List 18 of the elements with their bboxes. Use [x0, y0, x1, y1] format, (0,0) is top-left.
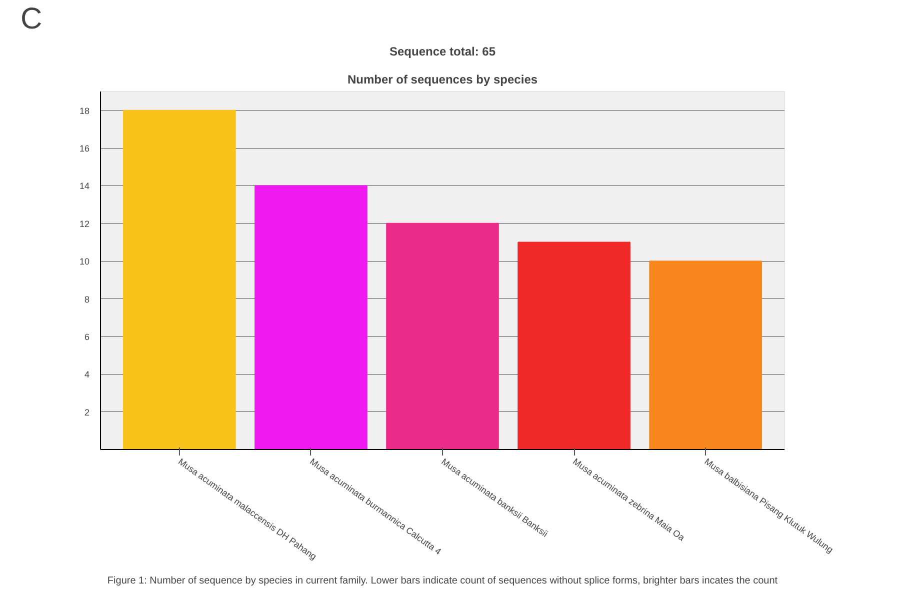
y-tick-label: 12	[79, 218, 90, 229]
bar	[518, 242, 630, 450]
y-tick-label: 6	[84, 332, 90, 342]
chart-subtitle: Sequence total: 65	[389, 44, 496, 58]
caption: Figure 1: Number of sequence by species in current family. Lower bars indicate count of sequences without splice forms, brighter bars incates the count	[107, 576, 778, 586]
bar	[386, 222, 499, 450]
y-tick-label: 16	[79, 144, 90, 154]
text: C	[20, 2, 42, 36]
y-tick-label: 2	[84, 407, 90, 418]
y-tick-label: 14	[79, 181, 90, 192]
y-tick-label: 8	[84, 294, 90, 304]
bar	[254, 185, 368, 450]
y-tick-label: 4	[84, 370, 90, 380]
y-tick-label: 18	[79, 106, 90, 116]
chart-title: Number of sequences by species	[347, 72, 538, 86]
bar	[649, 260, 762, 450]
y-tick-label: 10	[79, 256, 90, 267]
bar	[123, 110, 236, 450]
